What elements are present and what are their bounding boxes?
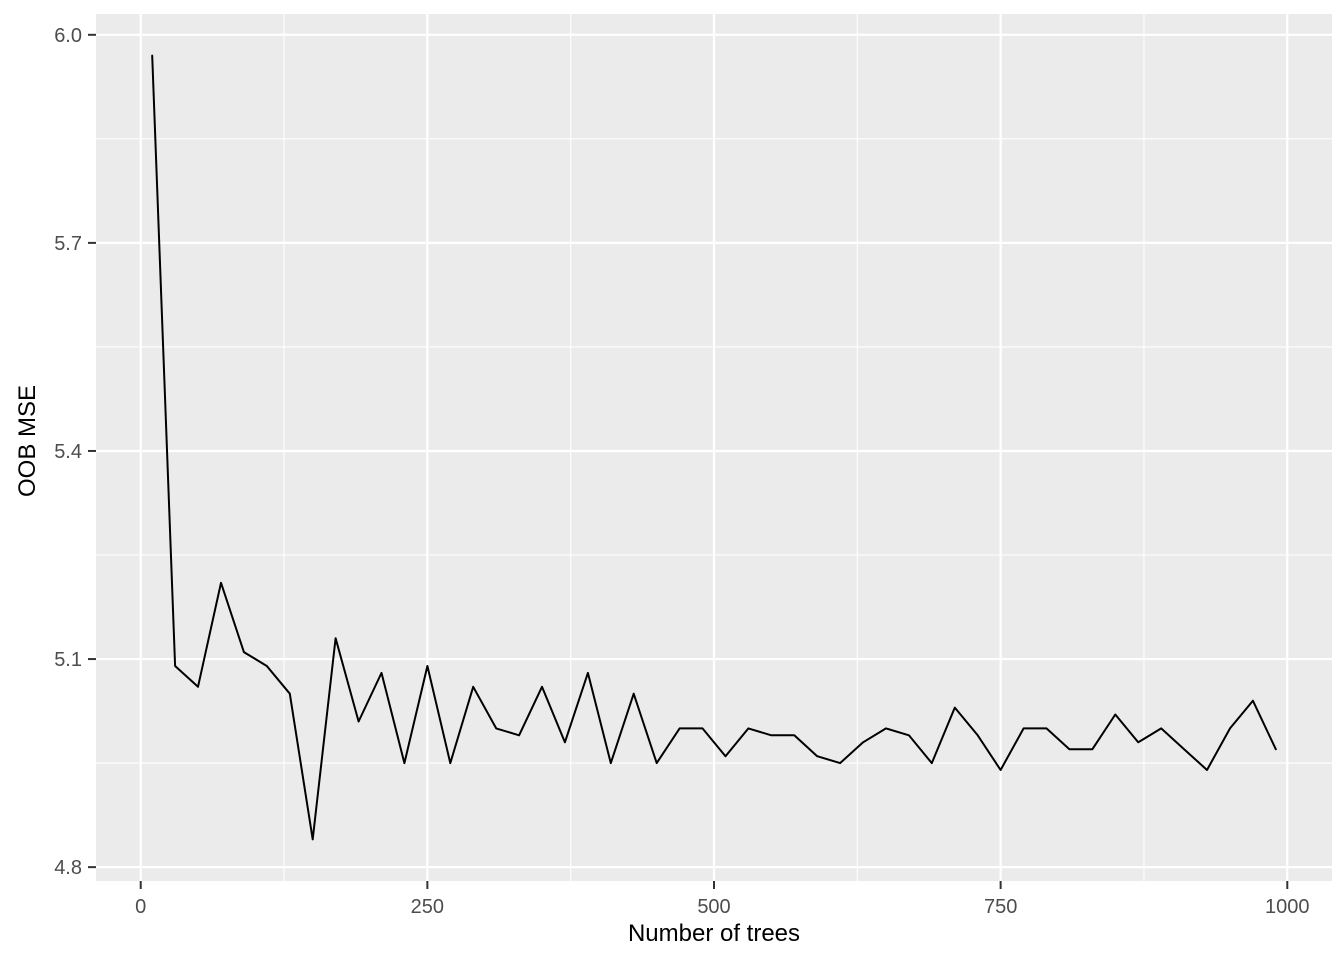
y-tick-label: 5.7 — [54, 233, 82, 255]
y-tick-label: 6.0 — [54, 25, 82, 47]
x-tick-label: 750 — [984, 896, 1017, 918]
x-tick-label: 0 — [135, 896, 146, 918]
y-tick-label: 5.1 — [54, 649, 82, 671]
y-axis-title: OOB MSE — [14, 384, 41, 497]
y-tick-label: 5.4 — [54, 441, 82, 463]
x-tick-label: 500 — [697, 896, 730, 918]
y-tick-label: 4.8 — [54, 857, 82, 879]
series-line — [151, 54, 1277, 841]
x-axis-title: Number of trees — [627, 920, 801, 947]
x-tick-label: 250 — [411, 896, 444, 918]
x-tick-label: 1000 — [1265, 896, 1310, 918]
